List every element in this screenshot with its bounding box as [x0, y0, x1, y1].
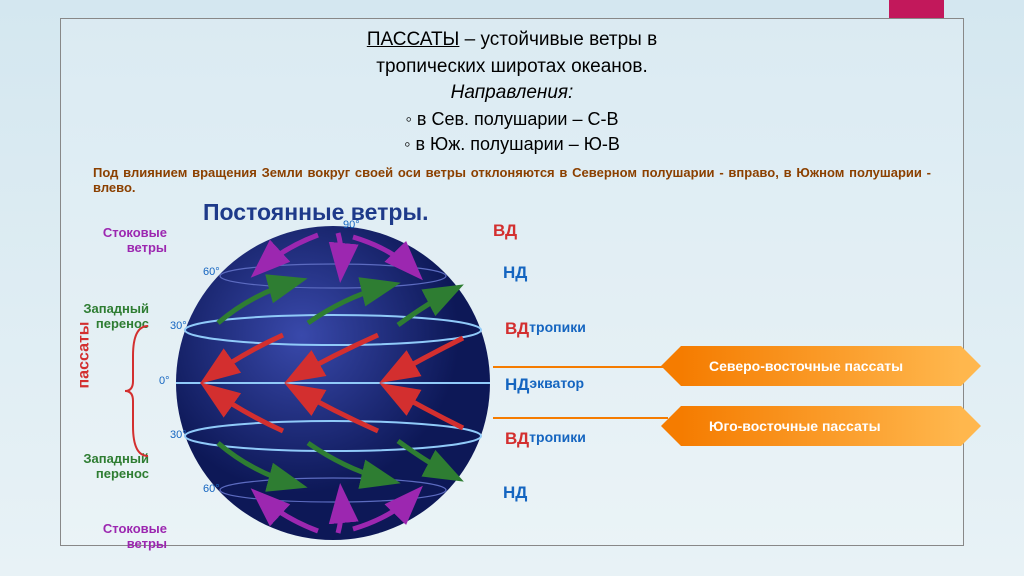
title-line1: ПАССАТЫ – устойчивые ветры в: [73, 27, 951, 54]
lat-90: 90°: [343, 219, 360, 231]
label-stock-top: Стоковыеветры: [87, 225, 167, 255]
pressure-nd-eq: НД экватор: [505, 375, 529, 395]
lat-0: 0°: [159, 375, 170, 387]
accent-bar: [889, 0, 944, 18]
title-rest: – устойчивые ветры в: [459, 29, 657, 50]
lat-30s: 30°: [170, 429, 187, 441]
globe: 90° 60° 30° 0° 30° 60°: [173, 223, 493, 543]
diagram-area: Постоянные ветры. Стоковыеветры Западный…: [73, 201, 951, 561]
slide-frame: ПАССАТЫ – устойчивые ветры в тропических…: [60, 18, 964, 546]
pressure-nd-60n: НД: [503, 263, 527, 283]
lat-30n: 30°: [170, 320, 187, 332]
callout-ne-trades: Северо-восточные пассаты: [681, 346, 961, 386]
callout-line-se: [493, 417, 668, 419]
title-block: ПАССАТЫ – устойчивые ветры в тропических…: [73, 27, 951, 157]
title-underlined: ПАССАТЫ: [367, 29, 460, 50]
label-stock-bot: Стоковыеветры: [87, 521, 167, 551]
title-line2: тропических широтах океанов.: [73, 54, 951, 81]
trades-bracket-icon: [123, 321, 153, 461]
lat-60s: 60°: [203, 483, 220, 495]
globe-svg: [173, 223, 493, 543]
pressure-vd-pole-n: ВД: [493, 221, 517, 241]
label-trades-rotated: пассаты: [75, 322, 93, 389]
pressure-vd-30n: ВД тропики: [505, 319, 529, 339]
diagram-heading: Постоянные ветры.: [203, 199, 428, 226]
callout-line-ne: [493, 366, 668, 368]
callout-se-trades: Юго-восточные пассаты: [681, 406, 961, 446]
direction-south: ◦ в Юж. полушарии – Ю-В: [73, 132, 951, 157]
title-directions-heading: Направления:: [73, 80, 951, 107]
pressure-nd-60s: НД: [503, 483, 527, 503]
coriolis-note: Под влиянием вращения Земли вокруг своей…: [73, 165, 951, 195]
pressure-vd-30s: ВД тропики: [505, 429, 529, 449]
direction-north: ◦ в Сев. полушарии – С-В: [73, 107, 951, 132]
lat-60n: 60°: [203, 266, 220, 278]
